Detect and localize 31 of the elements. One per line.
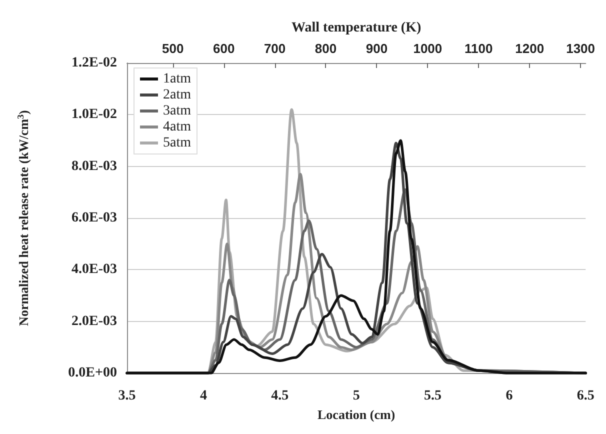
y-axis-title: Normalized heat release rate (kW/cm3): [16, 110, 31, 326]
x2-tick-label: 600: [212, 41, 235, 56]
legend-label: 1atm: [163, 72, 192, 86]
x2-axis-title: Wall temperature (K): [292, 20, 422, 36]
x2-tick-label: 800: [314, 41, 337, 56]
x2-tick-label: 700: [264, 41, 286, 56]
x-axis-title: Location (cm): [318, 407, 396, 422]
y-tick-label: 0.0E+00: [68, 366, 117, 381]
y-tick-label: 4.0E-03: [72, 262, 117, 278]
x-tick-label: 5: [352, 388, 360, 404]
x2-tick-label: 1300: [566, 41, 596, 56]
x-tick-label: 4.5: [271, 388, 289, 404]
x2-tick-label: 1100: [464, 41, 493, 56]
x-tick-label: 3.5: [118, 388, 136, 404]
y-tick-label: 1.2E-02: [72, 56, 117, 70]
legend-label: 3atm: [163, 104, 192, 118]
legend-label: 4atm: [163, 120, 192, 134]
x2-tick-label: 900: [366, 41, 388, 56]
x-tick-label: 6: [506, 388, 513, 404]
legend-label: 2atm: [163, 88, 192, 102]
x2-tick-label: 1000: [413, 41, 442, 56]
x-tick-label: 6.5: [576, 388, 594, 404]
y-tick-label: 2.0E-03: [72, 314, 117, 329]
x-tick-label: 5.5: [424, 388, 442, 404]
legend-label: 5atm: [163, 136, 192, 150]
x2-tick-label: 1200: [515, 41, 544, 56]
y-tick-label: 8.0E-03: [72, 158, 117, 174]
y-tick-label: 6.0E-03: [72, 210, 117, 226]
x2-tick-label: 500: [162, 41, 184, 56]
y-tick-label: 1.0E-02: [72, 107, 117, 122]
x-tick-label: 4: [200, 388, 207, 404]
